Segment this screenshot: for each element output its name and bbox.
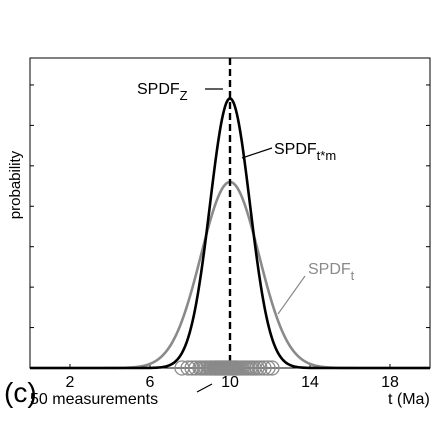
x-axis-ticks: 2 6 10 14 18 [66,364,399,391]
x-tick-label: 6 [146,374,155,391]
x-tick-label: 14 [301,374,319,391]
svg-text:SPDFZ: SPDFZ [137,81,188,103]
spdf-t-leader [277,275,306,315]
spdf-z-subscript: Z [180,88,188,103]
y-axis-ticks [30,84,430,329]
svg-text:SPDFt: SPDFt [308,261,355,283]
x-axis-label: t (Ma) [388,391,430,408]
curves-layer [30,58,430,393]
spdf-z-label: SPDF [137,81,180,98]
measurement-marker [256,360,272,376]
spdf-t-label: SPDF [308,261,351,278]
spdf-tm-curve [30,97,430,370]
annotation-spdf-t: SPDFt [308,261,355,283]
x-tick-label: 18 [381,374,399,391]
panel-label: (c) [4,377,37,408]
x-tick-label: 2 [66,374,75,391]
spdf-tm-subscript: t*m [317,148,337,163]
spdf-t-subscript: t [351,268,355,283]
measurement-marker [260,360,276,376]
spdf-tm-leader [241,147,273,159]
annotation-spdf-z: SPDFZ [137,81,188,103]
measurements-leader [196,383,213,393]
measurement-marker [252,360,268,376]
spdf-t-curve [30,180,430,370]
y-axis-label: probability [7,150,24,219]
spdf-tm-label: SPDF [274,141,317,158]
annotation-spdf-tm: SPDFt*m [274,141,336,163]
x-tick-label: 10 [221,374,239,391]
measurement-marker [264,360,280,376]
measurement-markers [174,360,280,376]
svg-text:SPDFt*m: SPDFt*m [274,141,336,163]
measurements-label: 50 measurements [30,391,158,408]
